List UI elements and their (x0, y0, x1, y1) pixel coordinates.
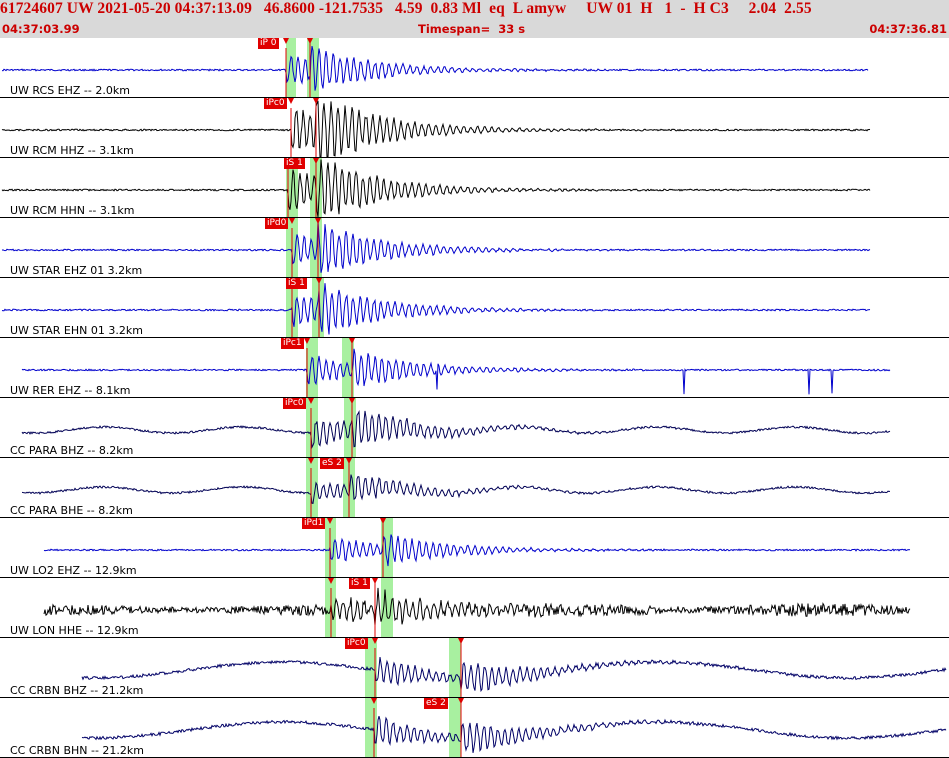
onset-triangle (346, 458, 352, 464)
onset-triangle (328, 578, 334, 584)
seismogram-traces[interactable]: iP 0 UW RCS EHZ -- 2.0km iPc0 UW RCM HHZ… (0, 38, 949, 758)
trace-label: UW RER EHZ -- 8.1km (10, 384, 131, 397)
trace-panel[interactable]: iPd1 UW LO2 EHZ -- 12.9km (0, 518, 949, 578)
pick-flag[interactable]: iS 1 (349, 578, 370, 589)
trace-panel[interactable]: iS 1 UW LON HHE -- 12.9km (0, 578, 949, 638)
onset-triangle (372, 638, 378, 644)
onset-triangle (458, 638, 464, 644)
onset-triangle (304, 338, 310, 344)
trace-label: UW RCM HHZ -- 3.1km (10, 144, 134, 157)
waveform-line (43, 534, 911, 567)
pick-flag[interactable]: iS 1 (284, 158, 305, 169)
waveform (43, 578, 911, 637)
pick-flag[interactable]: iPd0 (265, 218, 289, 229)
onset-triangle (315, 218, 321, 224)
pick-window (286, 38, 296, 97)
waveform (1, 218, 871, 277)
waveform-line (21, 474, 890, 504)
waveform-line (1, 159, 871, 217)
onset-triangle (283, 38, 289, 44)
pick-flag[interactable]: eS 2 (424, 698, 448, 709)
waveform (21, 458, 890, 517)
trace-panel[interactable]: iPc0 UW RCM HHZ -- 3.1km (0, 98, 949, 158)
pick-window (449, 638, 461, 697)
waveform (1, 158, 871, 217)
trace-label: UW RCM HHN -- 3.1km (10, 204, 135, 217)
trace-panel[interactable]: eS 2 CC PARA BHE -- 8.2km (0, 458, 949, 518)
trace-label: CC CRBN BHZ -- 21.2km (10, 684, 144, 697)
pick-flag[interactable]: iPc0 (283, 398, 306, 409)
onset-triangle (289, 218, 295, 224)
onset-triangle (308, 458, 314, 464)
pick-flag[interactable]: iPd1 (302, 518, 326, 529)
pick-window (381, 578, 393, 637)
waveform-line (1, 283, 871, 335)
onset-triangle (349, 398, 355, 404)
trace-panel[interactable]: eS 2 CC CRBN BHN -- 21.2km (0, 698, 949, 758)
waveform (1, 98, 871, 157)
event-header: 61724607 UW 2021-05-20 04:37:13.09 46.86… (0, 0, 949, 38)
pick-flag[interactable]: iPc1 (281, 338, 304, 349)
pick-flag[interactable]: iS 1 (286, 278, 307, 289)
trace-panel[interactable]: iP 0 UW RCS EHZ -- 2.0km (0, 38, 949, 98)
trace-label: UW STAR EHZ 01 3.2km (10, 264, 143, 277)
trace-label: CC PARA BHZ -- 8.2km (10, 444, 134, 457)
event-summary: 61724607 UW 2021-05-20 04:37:13.09 46.86… (0, 0, 812, 17)
onset-triangle (458, 698, 464, 704)
trace-panel[interactable]: iPd0 UW STAR EHZ 01 3.2km (0, 218, 949, 278)
pick-window (306, 338, 318, 397)
waveform (81, 638, 947, 697)
onset-triangle (288, 98, 294, 104)
onset-triangle (313, 158, 319, 164)
trace-label: CC CRBN BHN -- 21.2km (10, 744, 145, 757)
trace-label: UW STAR EHN 01 3.2km (10, 324, 143, 337)
waveform-line (21, 348, 891, 395)
trace-panel[interactable]: iPc1 UW RER EHZ -- 8.1km (0, 338, 949, 398)
waveform-line (21, 409, 891, 449)
onset-triangle (307, 38, 313, 44)
end-time: 04:37:36.81 (869, 22, 947, 36)
trace-panel[interactable]: iS 1 UW STAR EHN 01 3.2km (0, 278, 949, 338)
onset-triangle (313, 98, 319, 104)
pick-flag[interactable]: iP 0 (258, 38, 279, 49)
waveform-line (43, 587, 911, 626)
waveform (1, 38, 869, 97)
trace-panel[interactable]: iS 1 UW RCM HHN -- 3.1km (0, 158, 949, 218)
trace-panel[interactable]: iPc0 CC CRBN BHZ -- 21.2km (0, 638, 949, 698)
onset-triangle (372, 578, 378, 584)
waveform-line (81, 715, 947, 753)
onset-triangle (349, 338, 355, 344)
onset-triangle (316, 278, 322, 284)
waveform-line (1, 45, 869, 91)
trace-panel[interactable]: iPc0 CC PARA BHZ -- 8.2km (0, 398, 949, 458)
waveform (21, 398, 891, 457)
pick-flag[interactable]: iPc0 (345, 638, 368, 649)
waveform-line (81, 657, 947, 693)
pick-window (381, 518, 393, 577)
pick-flag[interactable]: eS 2 (320, 458, 344, 469)
trace-label: UW LON HHE -- 12.9km (10, 624, 139, 637)
waveform (43, 518, 911, 577)
onset-triangle (380, 518, 386, 524)
pick-window (306, 398, 318, 457)
pick-window (449, 698, 461, 757)
trace-label: UW LO2 EHZ -- 12.9km (10, 564, 137, 577)
pick-window (306, 458, 318, 517)
trace-label: CC PARA BHE -- 8.2km (10, 504, 133, 517)
start-time: 04:37:03.99 (2, 22, 80, 36)
onset-triangle (308, 398, 314, 404)
pick-flag[interactable]: iPc0 (264, 98, 287, 109)
trace-label: UW RCS EHZ -- 2.0km (10, 84, 130, 97)
waveform (21, 338, 891, 397)
waveform-line (1, 220, 871, 273)
onset-triangle (371, 698, 377, 704)
timespan: Timespan= 33 s (418, 22, 526, 36)
waveform-line (1, 100, 871, 157)
onset-triangle (327, 518, 333, 524)
waveform (81, 698, 947, 757)
waveform (1, 278, 871, 337)
